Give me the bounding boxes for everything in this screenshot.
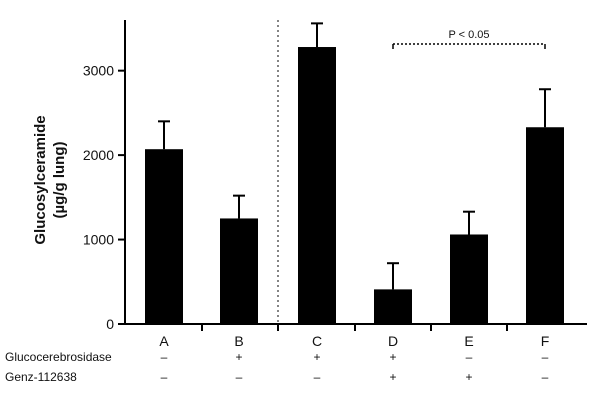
bar: [220, 218, 258, 324]
bar: [298, 47, 336, 325]
x-tick-label: E: [464, 333, 473, 349]
condition-mark: +: [465, 370, 472, 384]
y-tick-label: 3000: [83, 63, 114, 79]
condition-mark: –: [542, 370, 549, 384]
condition-mark: +: [389, 370, 396, 384]
bar: [450, 234, 488, 324]
condition-mark: –: [161, 370, 168, 384]
significance-label: P < 0.05: [448, 29, 489, 41]
bar: [145, 149, 183, 324]
condition-mark: +: [389, 350, 396, 364]
x-tick-label: F: [541, 333, 550, 349]
condition-mark: +: [313, 350, 320, 364]
y-tick-label: 1000: [83, 232, 114, 248]
y-tick-label: 2000: [83, 147, 114, 163]
condition-name: Glucocerebrosidase: [5, 350, 112, 364]
y-axis-label: Glucosylceramide (µg/g lung): [32, 115, 68, 244]
condition-mark: –: [161, 350, 168, 364]
plot-area: 0 1000 2000 3000 A B C D E F Glucocerebrosidase – + +…: [5, 20, 587, 384]
x-tick-label: A: [159, 333, 169, 349]
condition-mark: –: [236, 370, 243, 384]
bar: [526, 127, 564, 324]
y-axis-label-line-2: (µg/g lung): [51, 142, 68, 219]
x-tick-label: B: [234, 333, 243, 349]
y-tick-label: 0: [106, 316, 114, 332]
x-tick-label: C: [312, 333, 322, 349]
condition-mark: –: [314, 370, 321, 384]
condition-name: Genz-112638: [5, 370, 77, 384]
condition-mark: –: [542, 350, 549, 364]
x-tick-label: D: [388, 333, 398, 349]
condition-mark: +: [235, 350, 242, 364]
condition-mark: –: [466, 350, 473, 364]
y-axis-label-line-1: Glucosylceramide: [32, 115, 49, 244]
bar: [374, 289, 412, 324]
